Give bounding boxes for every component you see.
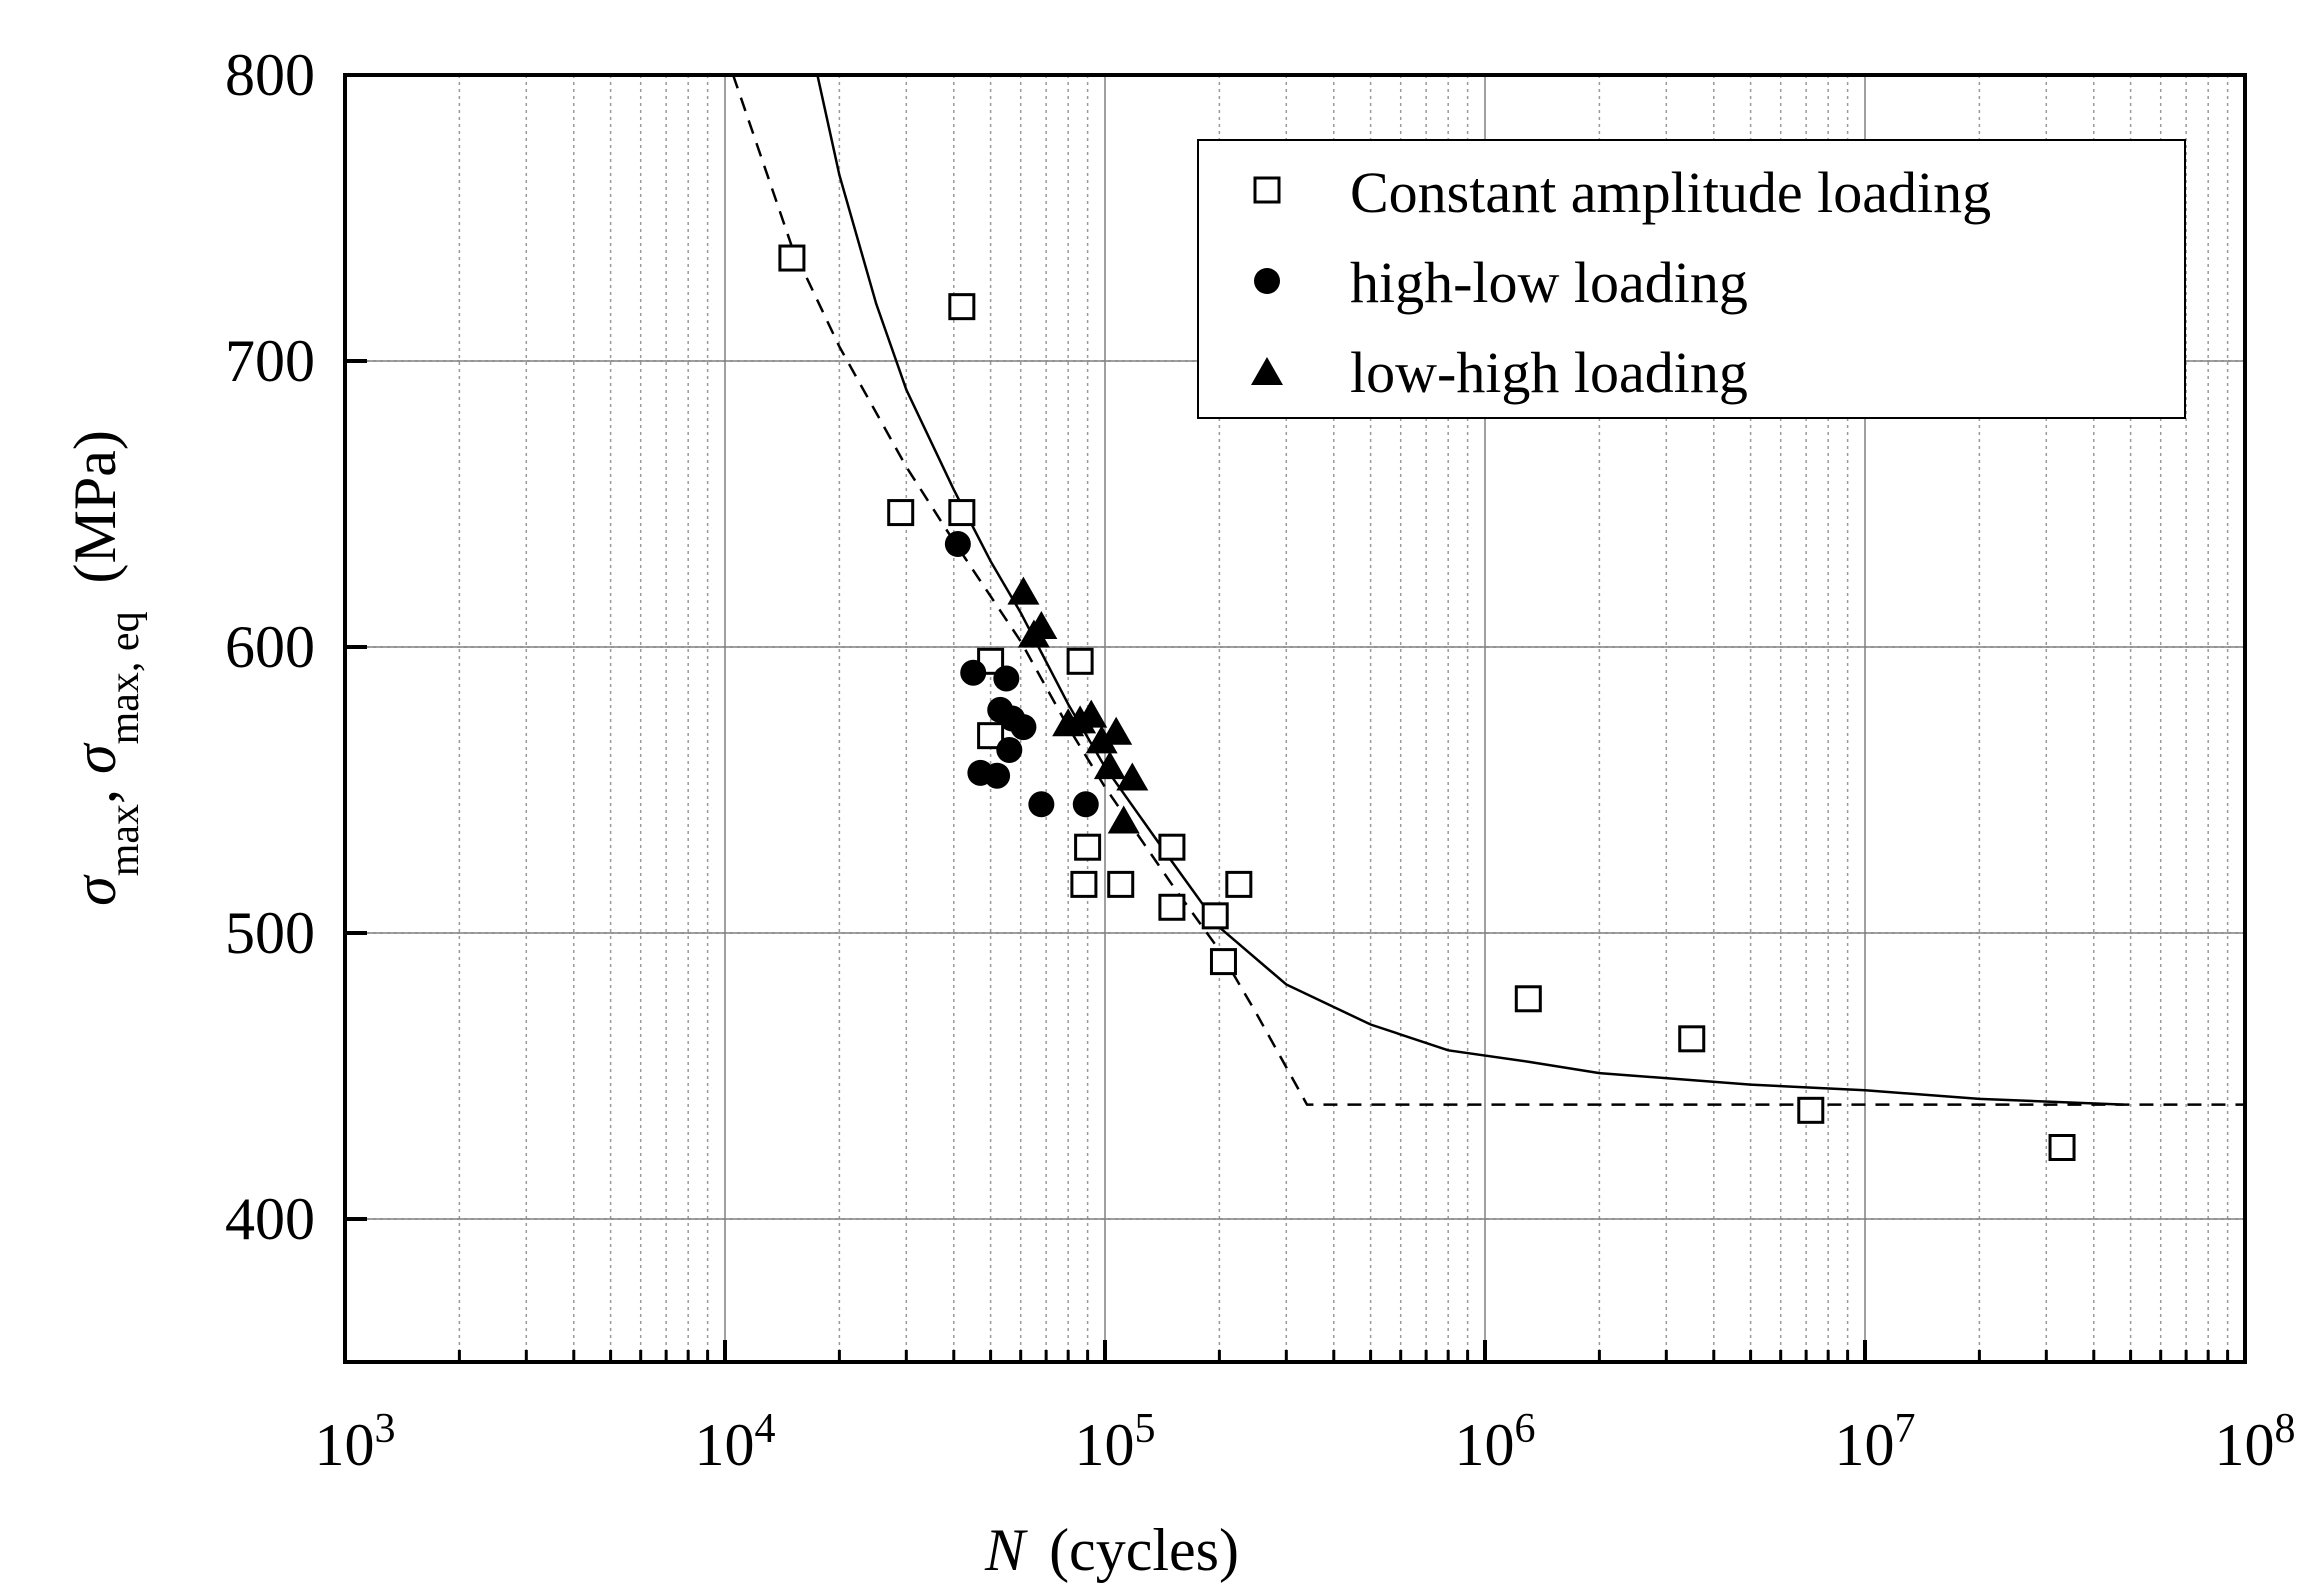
x-tick-label: 105 [1075,1406,1156,1478]
low-high-marker [1025,610,1058,639]
x-tick-label: 103 [315,1406,396,1478]
constant-amplitude-marker [1158,833,1186,861]
x-tick-base: 10 [2215,1412,2275,1478]
x-tick-exponent: 6 [1515,1406,1536,1452]
x-tick-exponent: 4 [755,1406,776,1452]
low-high-marker [1093,751,1126,780]
high-low-marker [984,762,1011,789]
constant-amplitude-marker [1797,1096,1825,1124]
legend-filled-triangle-icon [1251,357,1283,385]
legend-label-low-high: low-high loading [1350,340,1748,405]
y-separator: , [62,774,128,804]
legend-box [1197,139,2186,419]
legend-label-constant: Constant amplitude loading [1350,160,1991,225]
plot-frame [343,73,2247,1364]
high-low-marker [993,665,1020,692]
legend-label-high-low: high-low loading [1350,250,1748,315]
constant-amplitude-marker [948,293,976,321]
high-low-marker [944,531,971,558]
low-high-marker [1075,699,1108,728]
solid-fit-line [816,74,2124,1106]
y-tick-label: 700 [225,328,315,394]
low-high-marker [1116,762,1149,791]
constant-amplitude-marker [2048,1134,2076,1161]
legend-open-square-icon [1253,176,1281,204]
y-axis-title-text: σmax, σmax, eq(MPa) [62,430,148,906]
legend: Constant amplitude loading high-low load… [1197,139,2186,419]
constant-amplitude-marker [1225,870,1253,898]
dashed-fit-line [731,74,2245,1106]
y-subscript-max-eq: max, eq [102,611,148,744]
x-tick-base: 10 [1835,1412,1895,1478]
x-tick-base: 10 [695,1412,755,1478]
high-low-marker [1072,791,1099,818]
constant-amplitude-marker [1074,833,1102,861]
fit-lines [731,74,2245,1106]
data-markers [778,244,2076,1161]
constant-amplitude-marker [1107,870,1135,898]
grid-lines [345,75,2245,1362]
low-high-marker [1007,576,1040,605]
x-axis-title: N (cycles) [984,1517,1239,1583]
x-tick-label: 107 [1835,1406,1916,1478]
x-tick-base: 10 [1075,1412,1135,1478]
high-low-marker [1028,791,1055,818]
x-tick-base: 10 [1455,1412,1515,1478]
high-low-marker [1010,714,1037,741]
high-low-marker [960,659,987,686]
y-subscript-max: max [102,804,148,876]
high-low-marker [996,736,1023,763]
x-tick-exponent: 7 [1895,1406,1916,1452]
x-tick-label: 104 [695,1406,776,1478]
low-high-marker [1107,805,1140,834]
y-tick-label: 800 [225,42,315,108]
x-tick-base: 10 [315,1412,375,1478]
y-axis-title: σmax, σmax, eq(MPa) [62,430,148,906]
y-tick-label: 500 [225,900,315,966]
y-symbol-sigma: σ [62,874,128,906]
axis-ticks [343,73,2247,1362]
y-symbol-sigma-eq: σ [62,742,128,774]
x-symbol-n: N [984,1517,1028,1583]
constant-amplitude-marker [1514,985,1542,1013]
x-tick-exponent: 8 [2275,1406,2296,1452]
constant-amplitude-marker [948,499,976,527]
y-tick-label: 600 [225,614,315,680]
constant-amplitude-marker [1066,647,1094,675]
low-high-marker [1085,725,1118,754]
x-unit: (cycles) [1049,1517,1239,1583]
constant-amplitude-marker [778,244,806,272]
constant-amplitude-marker [1209,948,1237,976]
constant-amplitude-marker [887,499,915,527]
y-tick-label: 400 [225,1186,315,1252]
constant-amplitude-marker [1678,1025,1706,1053]
x-tick-label: 106 [1455,1406,1536,1478]
y-unit: (MPa) [62,430,128,583]
x-tick-exponent: 3 [375,1406,396,1452]
constant-amplitude-marker [1070,870,1098,898]
low-high-marker [1100,716,1133,745]
x-tick-label: 108 [2215,1406,2296,1478]
constant-amplitude-marker [1201,902,1229,930]
constant-amplitude-marker [1158,893,1186,921]
legend-filled-circle-icon [1254,268,1280,294]
x-tick-exponent: 5 [1135,1406,1156,1452]
